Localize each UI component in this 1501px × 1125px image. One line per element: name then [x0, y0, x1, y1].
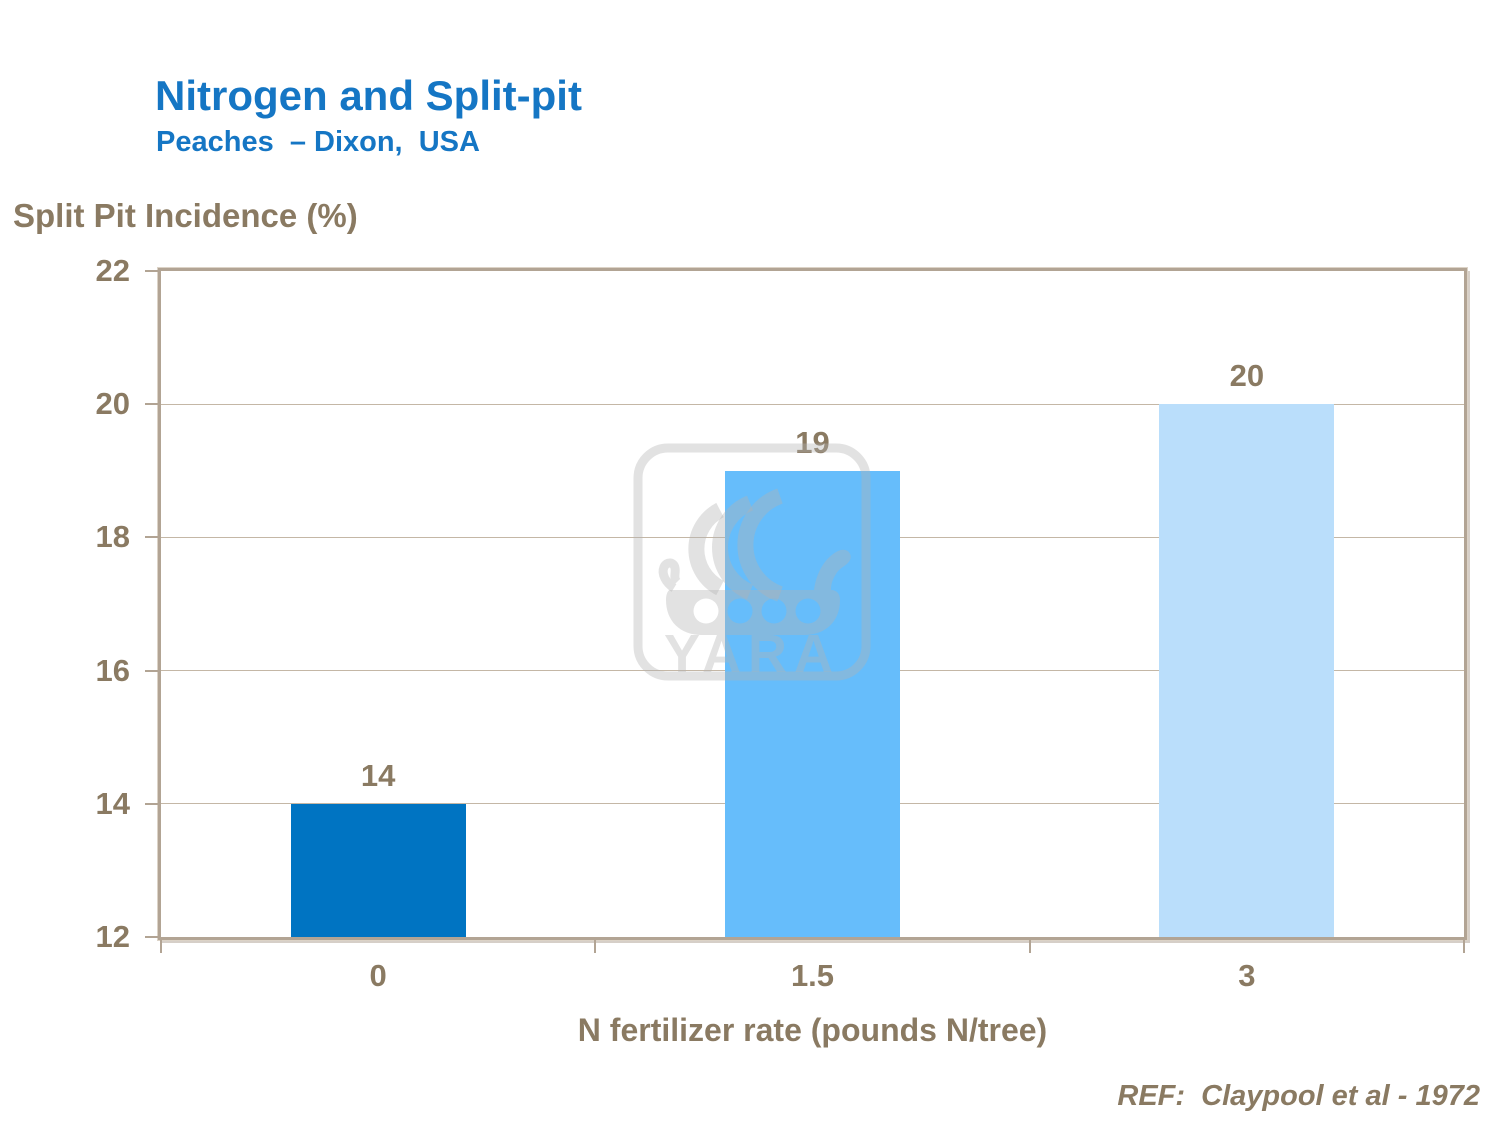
- x-axis-title: N fertilizer rate (pounds N/tree): [577, 1012, 1048, 1048]
- y-tick-mark: [145, 936, 158, 938]
- x-tick-mark: [160, 940, 162, 953]
- bar: [290, 803, 466, 937]
- x-tick-label: 3: [1238, 958, 1256, 993]
- x-tick-label: 1.5: [790, 958, 835, 993]
- y-tick-label: 14: [95, 785, 130, 821]
- y-tick-mark: [145, 536, 158, 539]
- y-tick-label: 18: [95, 519, 130, 555]
- bar: [1159, 404, 1335, 937]
- y-tick-mark: [145, 802, 158, 805]
- y-tick-label: 20: [95, 386, 130, 422]
- bar: [725, 470, 900, 937]
- y-tick-label: 22: [95, 253, 130, 288]
- chart-subtitle: Peaches – Dixon, USA: [156, 126, 480, 158]
- reference-text: REF: Claypool et al - 1972: [1117, 1080, 1480, 1112]
- gridline: [161, 403, 1464, 405]
- y-tick-label: 12: [95, 919, 130, 954]
- y-tick-label: 16: [95, 652, 130, 688]
- bar-value-label: 14: [360, 757, 396, 793]
- x-tick-label: 0: [369, 958, 387, 993]
- bar-value-label: 19: [795, 424, 830, 460]
- y-tick-mark: [145, 403, 158, 406]
- y-axis-title: Split Pit Incidence (%): [13, 197, 358, 234]
- x-tick-mark: [1463, 940, 1465, 953]
- x-tick-mark: [594, 940, 597, 953]
- bar-value-label: 20: [1229, 358, 1265, 394]
- x-tick-mark: [1028, 940, 1031, 953]
- plot-area: 14 19 20: [157, 267, 1468, 941]
- y-tick-mark: [145, 669, 158, 672]
- chart-title: Nitrogen and Split-pit: [155, 72, 582, 119]
- y-tick-mark: [145, 270, 158, 272]
